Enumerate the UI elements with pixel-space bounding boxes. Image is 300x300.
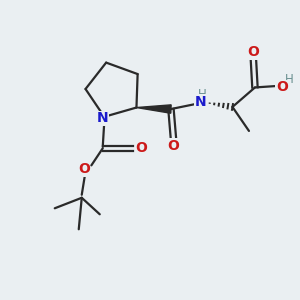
Text: O: O: [135, 141, 147, 155]
Text: H: H: [284, 73, 293, 86]
Text: O: O: [248, 45, 260, 59]
Text: N: N: [195, 94, 207, 109]
Text: N: N: [97, 111, 109, 125]
Text: O: O: [167, 139, 179, 153]
Text: O: O: [276, 80, 288, 94]
Text: O: O: [78, 162, 90, 176]
Text: H: H: [198, 88, 206, 101]
Polygon shape: [136, 105, 171, 113]
